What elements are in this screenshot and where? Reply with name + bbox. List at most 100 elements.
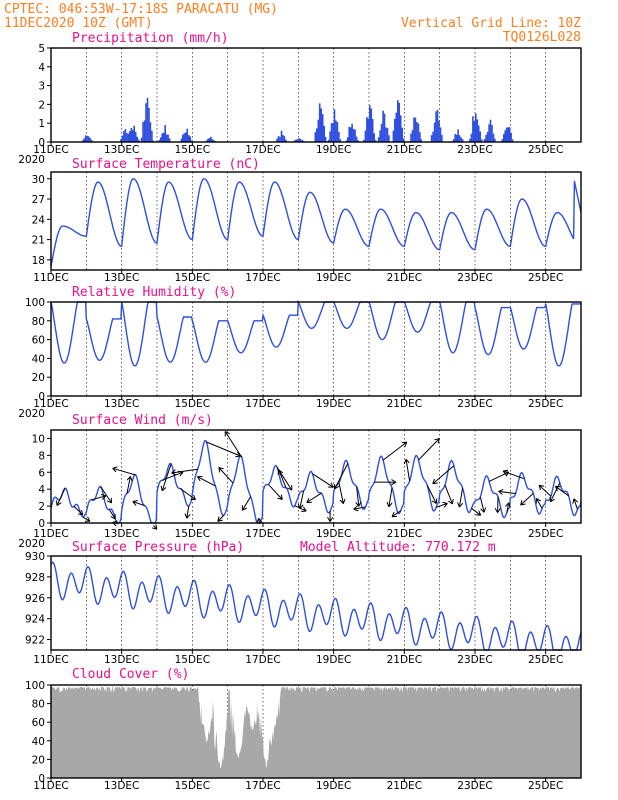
wind-arrow-head [217, 516, 223, 522]
x-tick-label: 23DEC [457, 144, 492, 156]
wind-arrow [356, 486, 360, 507]
wind-arrow [306, 492, 322, 503]
precip-bar [494, 138, 496, 142]
x-tick-label: 25DEC [528, 272, 563, 284]
precip-bar [413, 117, 415, 142]
wind-arrow-head [328, 482, 334, 488]
precip-bar [441, 135, 443, 142]
wind-arrow [91, 495, 107, 501]
precip-bar [452, 139, 455, 142]
precip-bar [505, 127, 508, 142]
precip-bar [338, 131, 340, 142]
precip-bar [435, 111, 437, 142]
precip-bar [187, 135, 190, 142]
wind-arrow [405, 459, 411, 482]
wind-arrow [108, 509, 116, 520]
wind-arrow [224, 431, 243, 458]
precip-bar [298, 138, 300, 142]
precip-bar [432, 131, 434, 142]
wind-arrow-head [110, 513, 116, 520]
y-tick-label: 930 [25, 551, 45, 563]
precip-bar [329, 131, 331, 142]
precip-bar [380, 123, 383, 142]
precip-bar [472, 116, 474, 142]
precip-bar [491, 125, 493, 142]
precip-bar [121, 135, 124, 142]
panel-title: Relative Humidity (%) [72, 285, 236, 300]
wind-arrow-head [494, 508, 501, 513]
precip-bar [186, 128, 188, 142]
wind-arrow-head [256, 517, 263, 524]
x-tick-label: 15DEC [175, 654, 210, 666]
wind-arrow [388, 487, 393, 507]
precip-bar [397, 100, 399, 142]
precip-bar [123, 131, 125, 142]
precip-bar [336, 122, 339, 142]
precip-bar [379, 130, 381, 142]
precip-bar [410, 133, 412, 142]
precip-bar [394, 118, 396, 142]
x-tick-label: 23DEC [457, 654, 492, 666]
plot-frame [50, 555, 582, 651]
wind-arrow-head [301, 506, 307, 512]
precip-bar [205, 140, 208, 142]
precip-bar [132, 130, 134, 142]
x-tick-label: 13DEC [104, 398, 139, 410]
precip-bar [89, 137, 91, 142]
wind-arrow-head [56, 500, 62, 506]
wind-arrow [241, 496, 252, 511]
y-tick-label: 928 [25, 572, 45, 584]
x-tick-label: 17DEC [245, 144, 280, 156]
y-tick-label: 5 [38, 43, 45, 55]
precip-bar [151, 130, 153, 142]
precip-bar [411, 130, 414, 142]
precip-bar [126, 133, 128, 142]
precip-bar [385, 127, 387, 142]
wind-arrow-head [457, 502, 464, 508]
precip-bar [488, 124, 490, 142]
wind-arrow-head [77, 509, 84, 516]
y-tick-label: 20 [32, 754, 45, 766]
y-tick-label: 21 [32, 235, 45, 247]
precip-bar [146, 97, 149, 142]
y-tick-label: 922 [25, 635, 45, 647]
wind-arrow [535, 498, 543, 509]
precip-bar [470, 133, 473, 142]
plot-frame [50, 301, 582, 397]
wind-arrow-head [190, 494, 196, 501]
x-tick-label: 17DEC [245, 398, 280, 410]
precip-bar [461, 139, 464, 142]
precip-bar [324, 136, 327, 142]
precip-bar [414, 117, 417, 142]
x-tick-label: 25DEC [528, 654, 563, 666]
x-tick-label: 21DEC [387, 398, 422, 410]
wind-arrow-head [218, 467, 224, 473]
x-tick-label: 25DEC [528, 528, 563, 540]
y-tick-label: 40 [32, 353, 45, 365]
precip-bar [492, 133, 495, 142]
x-tick-label: 11DEC [33, 528, 68, 540]
year-label: 2020 [18, 408, 45, 420]
precip-bar [148, 107, 150, 142]
header-model-code: TQ0126L028 [503, 30, 581, 45]
y-tick-label: 4 [38, 484, 45, 496]
precip-bar [314, 132, 317, 142]
precip-bar [371, 119, 374, 142]
wind-arrow [538, 484, 552, 497]
wind-arrow-head [126, 476, 133, 482]
precip-bar [280, 130, 283, 142]
precip-bar [438, 120, 440, 142]
precip-bar [475, 113, 477, 142]
precip-bar [420, 139, 423, 142]
precip-bar [124, 129, 127, 142]
precip-bar [140, 137, 143, 142]
x-tick-label: 19DEC [316, 272, 351, 284]
precip-bar [352, 129, 355, 142]
precip-bar [370, 108, 373, 142]
precip-bar [433, 122, 436, 142]
wind-arrow [206, 441, 241, 457]
y-tick-label: 4 [38, 62, 45, 74]
precip-bar [507, 127, 509, 142]
wind-arrow [217, 514, 225, 522]
precip-bar [295, 139, 297, 142]
